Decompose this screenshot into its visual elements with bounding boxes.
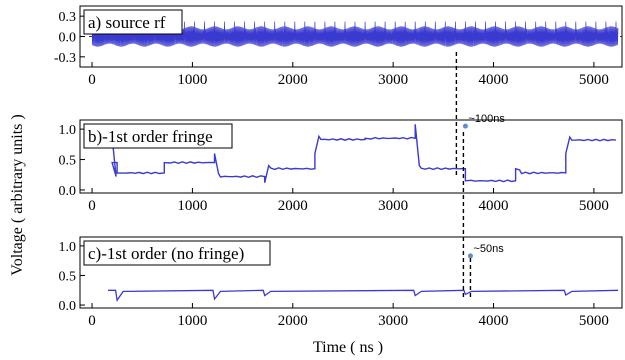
x-tick-label: 1000 bbox=[177, 313, 207, 329]
x-tick-label: 0 bbox=[88, 72, 96, 88]
panel-label: c)-1st order (no fringe) bbox=[88, 244, 244, 263]
panel-label-box bbox=[83, 123, 233, 149]
y-tick-label: 1.0 bbox=[59, 123, 77, 138]
x-tick-label: 0 bbox=[88, 313, 96, 329]
x-tick-label: 4000 bbox=[479, 72, 509, 88]
x-tick-label: 2000 bbox=[278, 198, 308, 214]
axes-frame bbox=[79, 236, 623, 309]
x-tick-label: 4000 bbox=[479, 313, 509, 329]
panel-b: 1.0 0.5 0.0 0 1000 2000 3000 4000 5000 b)-1st ord… bbox=[59, 113, 623, 214]
annotation-marker bbox=[467, 253, 473, 259]
x-tick-label: 3000 bbox=[378, 72, 408, 88]
y-tick-label: 0.5 bbox=[59, 154, 77, 169]
axes-frame bbox=[79, 119, 623, 194]
panel-label-box bbox=[83, 240, 271, 266]
series-no-fringe-trace bbox=[108, 289, 619, 303]
marker-lines bbox=[455, 52, 472, 300]
panel-label-box bbox=[83, 9, 183, 35]
panel-c: 1.0 0.5 0.0 0 1000 2000 3000 4000 5000 c)-1st ord… bbox=[59, 236, 623, 329]
x-tick-label: 2000 bbox=[278, 313, 308, 329]
x-tick-label: 3000 bbox=[378, 198, 408, 214]
x-tick-label: 5000 bbox=[579, 198, 609, 214]
y-tick-label: -0.3 bbox=[54, 51, 76, 66]
y-axis-label: Voltage ( arbitrary units ) bbox=[9, 114, 26, 275]
annotation-marker bbox=[462, 123, 468, 129]
y-tick-label: 0.0 bbox=[59, 299, 77, 314]
y-tick-label: 1.0 bbox=[59, 240, 77, 255]
x-tick-label: 2000 bbox=[278, 72, 308, 88]
annotation-label: ~50ns bbox=[473, 243, 504, 255]
x-tick-label: 1000 bbox=[177, 72, 207, 88]
x-tick-label: 5000 bbox=[579, 313, 609, 329]
series-fringe-trace bbox=[110, 124, 617, 183]
x-tick-label: 4000 bbox=[479, 198, 509, 214]
annotation-label: ~100ns bbox=[468, 113, 505, 125]
x-tick-label: 5000 bbox=[579, 72, 609, 88]
y-tick-label: 0.5 bbox=[59, 269, 77, 284]
y-tick-label: 0.3 bbox=[59, 10, 77, 25]
x-axis-label: Time ( ns ) bbox=[313, 339, 383, 356]
x-tick-label: 1000 bbox=[177, 198, 207, 214]
series-rf-trace bbox=[91, 21, 619, 47]
panel-label: a) source rf bbox=[88, 13, 166, 32]
panel-a: 0.3 0.0 -0.3 0 1000 2000 3000 4000 5000 a) source… bbox=[54, 5, 623, 88]
x-tick-label: 3000 bbox=[378, 313, 408, 329]
y-tick-label: 0.0 bbox=[59, 31, 77, 46]
y-tick-label: 0.0 bbox=[59, 184, 77, 199]
x-tick-label: 0 bbox=[88, 198, 96, 214]
panel-label: b)-1st order fringe bbox=[88, 127, 213, 146]
